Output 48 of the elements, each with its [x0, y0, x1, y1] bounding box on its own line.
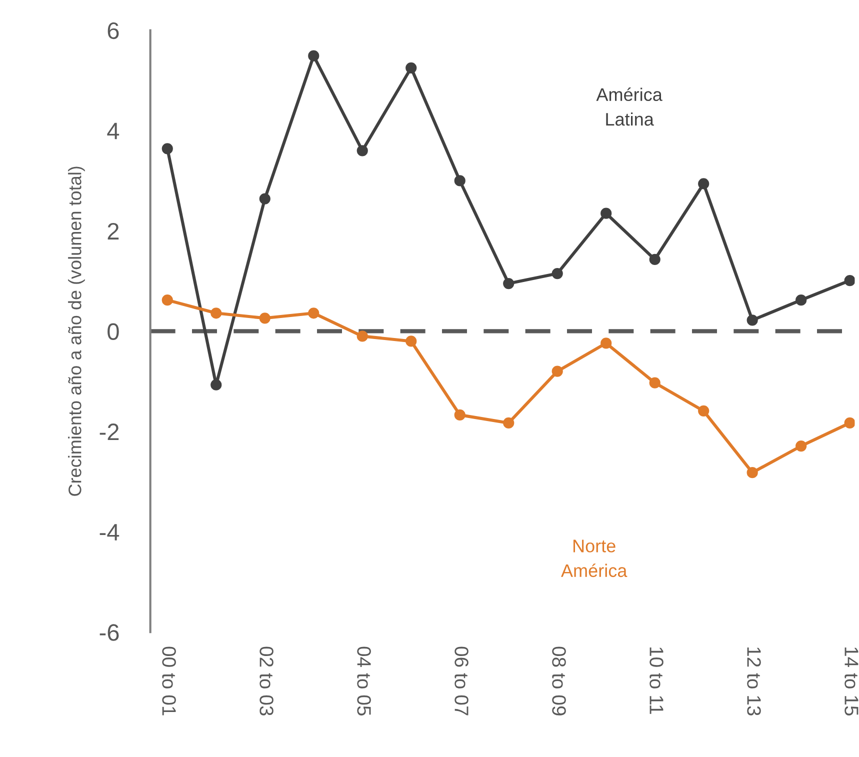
point [162, 143, 173, 154]
point [503, 278, 514, 290]
y-tick-label: -6 [100, 624, 119, 641]
text: América Latina [596, 88, 662, 126]
point [503, 417, 514, 429]
point [356, 330, 368, 342]
x-tick-label: 12 to 13 [747, 647, 761, 716]
point [746, 467, 758, 478]
x-tick-label: 06 to 07 [454, 646, 468, 716]
x-tick-label: 00 to 01 [162, 646, 176, 716]
y-tick-label: -2 [100, 424, 119, 440]
point [698, 405, 710, 416]
y-tick-label: 6 [108, 22, 119, 40]
point [600, 208, 612, 219]
x-tick-label: 10 to 11 [650, 647, 664, 714]
point [649, 377, 660, 388]
y-tick-label: 2 [108, 222, 119, 240]
point [406, 62, 417, 74]
point [308, 308, 320, 319]
point [746, 314, 758, 326]
point [600, 338, 612, 349]
y-axis-title: Crecimiento año a año de (volumen total) [68, 166, 85, 496]
point [210, 379, 222, 390]
point [259, 312, 270, 324]
x-tick-label: 04 to 05 [357, 646, 371, 716]
point [552, 366, 563, 377]
point [210, 308, 222, 319]
point [796, 294, 807, 306]
point [162, 294, 173, 306]
y-tick-label: 4 [107, 122, 120, 140]
x-tick-label: 08 to 09 [552, 646, 566, 716]
point [844, 417, 855, 429]
point [649, 254, 660, 266]
point [259, 193, 270, 204]
point [308, 50, 320, 62]
y-tick-label: -4 [100, 524, 120, 540]
point [698, 178, 710, 190]
x-tick-label: 02 to 03 [260, 646, 274, 716]
point [406, 336, 417, 347]
point [844, 274, 855, 286]
point [454, 409, 466, 420]
point [356, 145, 368, 156]
x-tick-label: 14 to 15 [844, 647, 858, 716]
point [552, 268, 563, 280]
text: Norte América [561, 540, 628, 578]
point [454, 175, 466, 186]
point [796, 440, 807, 452]
y-tick-label: 0 [108, 323, 119, 340]
